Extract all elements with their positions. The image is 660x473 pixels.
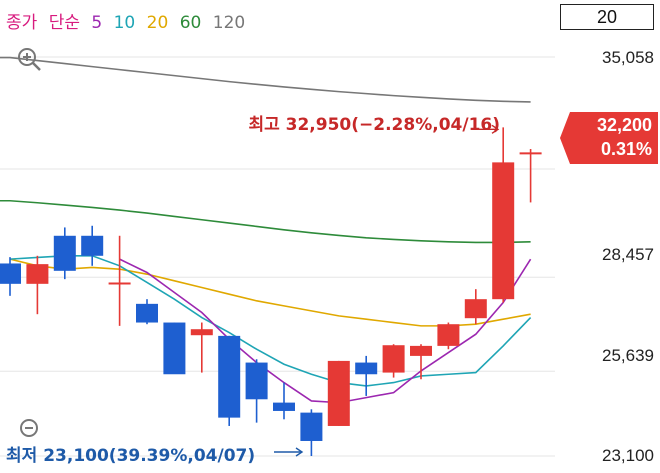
candle-body (0, 263, 21, 284)
candle-body (492, 162, 515, 300)
legend-close[interactable]: 종가 (6, 13, 38, 33)
ma10-line (9, 254, 532, 387)
candle-body (190, 329, 213, 336)
y-tick-label: 28,457 (602, 245, 654, 264)
low-annotation: 최저 23,100(39.39%,04/07) (6, 446, 256, 466)
legend-ma5[interactable]: 5 (91, 13, 103, 33)
candle-body (81, 235, 104, 256)
candle-body (163, 322, 186, 375)
candle-body (136, 303, 158, 323)
current-price-tag: 32,200 0.31% (560, 112, 658, 164)
ma60-line (0, 199, 531, 244)
legend-ma10[interactable]: 10 (113, 13, 136, 33)
grid-lines (0, 56, 555, 457)
zoom-in-icon[interactable] (16, 46, 42, 72)
legend: 종가 단순 5 10 20 60 120 (6, 8, 251, 33)
y-tick-label: 35,058 (602, 48, 654, 67)
low-arrow-head (295, 447, 304, 457)
zoom-out-icon[interactable] (18, 417, 44, 443)
candle-body (53, 235, 76, 271)
moving-average-lines (0, 56, 532, 404)
high-arrow-head (491, 124, 500, 134)
ma5-line (119, 258, 532, 404)
current-change: 0.31% (600, 139, 652, 159)
candle-body (437, 324, 460, 346)
candle-body (273, 402, 295, 411)
candle-body (218, 335, 241, 418)
candle-body (327, 360, 350, 426)
y-tick-label: 23,100 (602, 446, 654, 465)
ma120-line (0, 56, 531, 103)
legend-ma120[interactable]: 120 (212, 13, 246, 33)
legend-ma60[interactable]: 60 (179, 13, 202, 33)
period-selector[interactable]: 20 (560, 4, 654, 30)
candle-body (382, 345, 405, 373)
candle-body (108, 282, 131, 285)
legend-method[interactable]: 단순 (48, 13, 80, 33)
legend-ma20[interactable]: 20 (146, 13, 169, 33)
candle-body (26, 264, 49, 284)
price-tag-shape (560, 112, 658, 164)
annotation-arrows (274, 124, 500, 457)
candle-body (245, 362, 268, 400)
candle-body (300, 412, 323, 441)
y-tick-label: 25,639 (602, 346, 654, 365)
candle-body (464, 299, 487, 319)
candles (0, 127, 542, 456)
candle-body (355, 362, 378, 375)
high-annotation: 최고 32,950(−2.28%,04/16) (248, 115, 500, 135)
current-price: 32,200 (596, 115, 652, 135)
candle-body (410, 345, 432, 356)
ma20-line (9, 258, 531, 327)
candle-body (519, 152, 542, 155)
